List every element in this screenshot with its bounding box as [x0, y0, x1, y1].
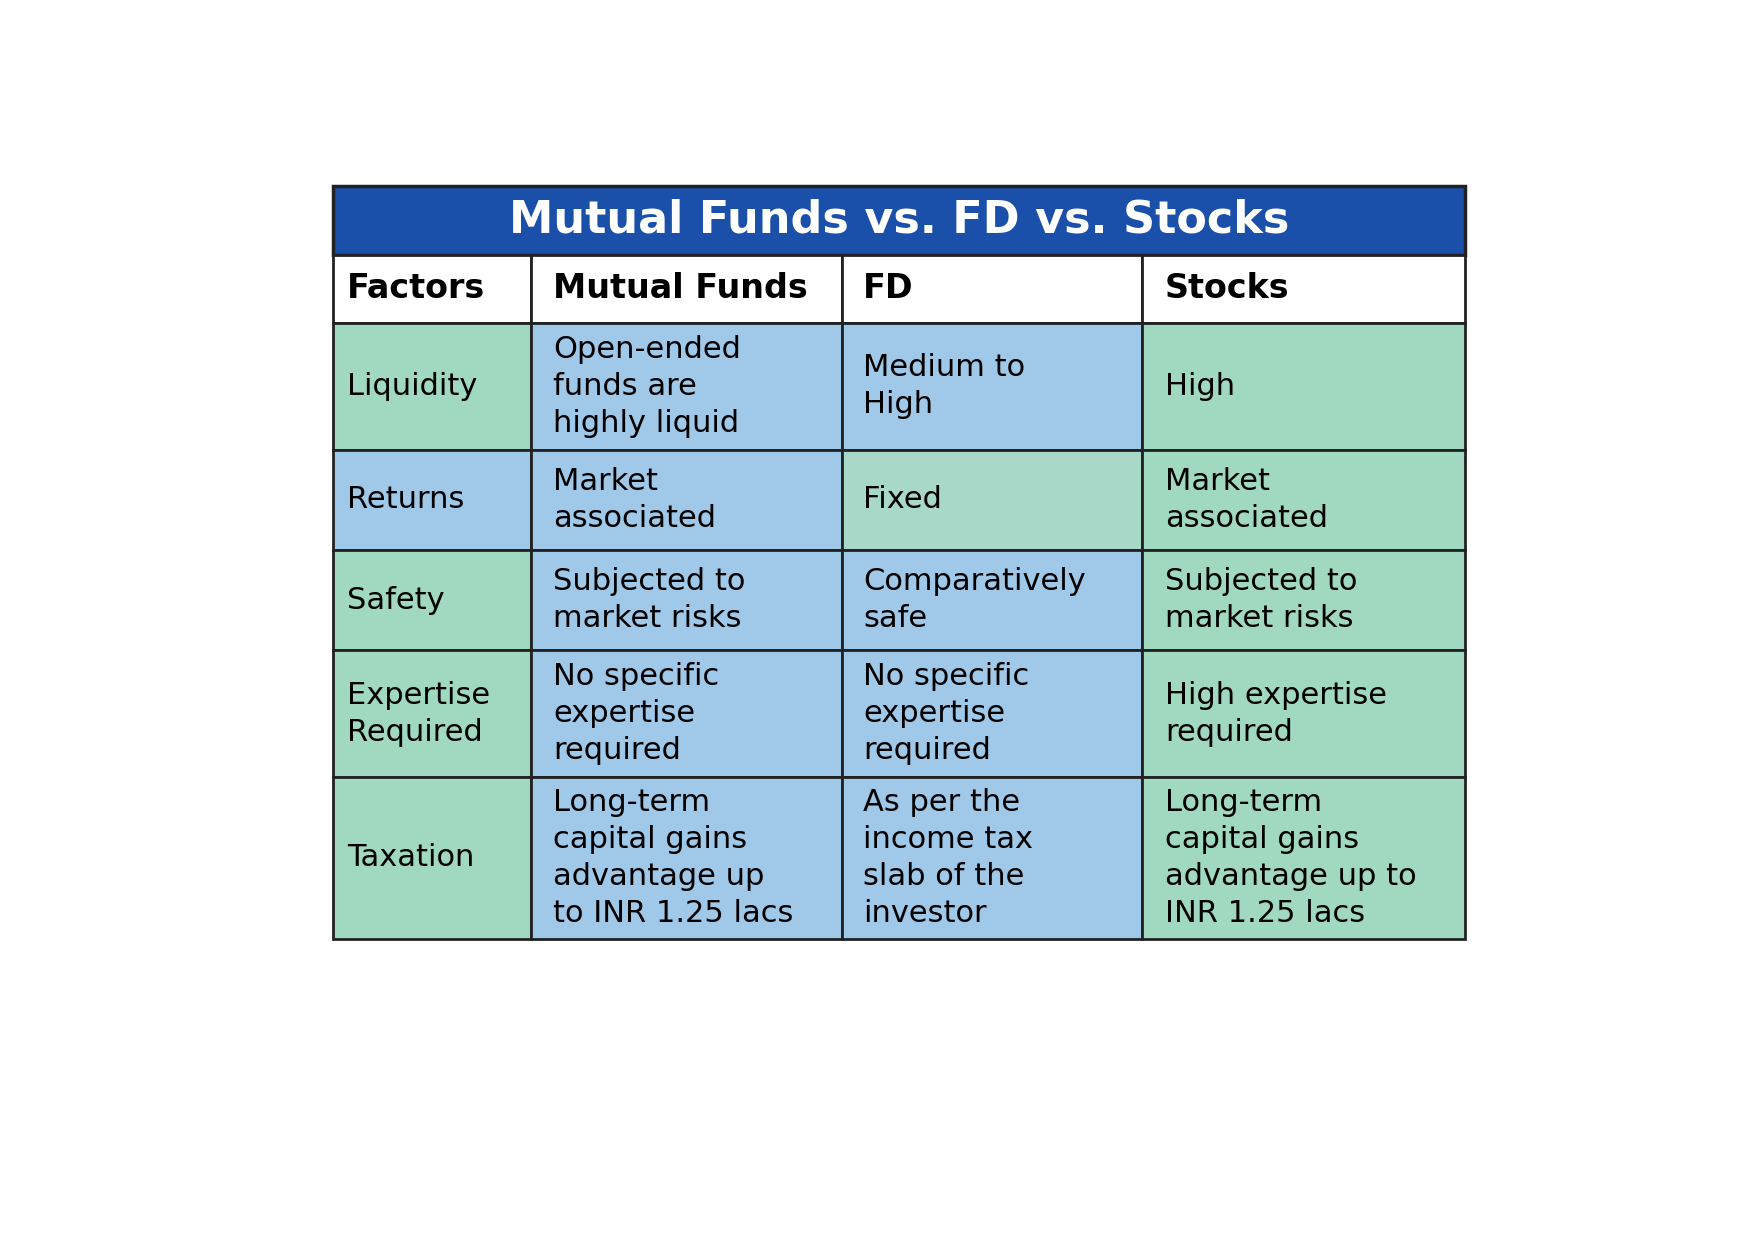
Text: Market
associated: Market associated	[552, 467, 717, 533]
Bar	[843, 322, 1141, 450]
Text: Mutual Funds: Mutual Funds	[552, 273, 808, 305]
Bar	[843, 551, 1141, 650]
Bar	[334, 186, 1465, 255]
Bar	[531, 322, 843, 450]
Bar	[843, 777, 1141, 939]
Text: Factors: Factors	[348, 273, 486, 305]
Text: Subjected to
market risks: Subjected to market risks	[552, 567, 745, 634]
Text: FD: FD	[864, 273, 914, 305]
Bar	[334, 450, 531, 551]
Bar	[334, 255, 531, 322]
Bar	[531, 450, 843, 551]
Bar	[1141, 777, 1465, 939]
Text: Comparatively
safe: Comparatively safe	[864, 567, 1086, 634]
Text: Fixed: Fixed	[864, 485, 942, 515]
Text: Long-term
capital gains
advantage up to
INR 1.25 lacs: Long-term capital gains advantage up to …	[1164, 787, 1416, 928]
Bar	[531, 777, 843, 939]
Text: Long-term
capital gains
advantage up
to INR 1.25 lacs: Long-term capital gains advantage up to …	[552, 787, 794, 928]
Bar	[1141, 551, 1465, 650]
Text: High expertise
required: High expertise required	[1164, 681, 1386, 746]
Text: Market
associated: Market associated	[1164, 467, 1328, 533]
Bar	[531, 255, 843, 322]
Bar	[843, 650, 1141, 777]
Bar	[531, 551, 843, 650]
Text: Subjected to
market risks: Subjected to market risks	[1164, 567, 1356, 634]
Bar	[334, 650, 531, 777]
Text: No specific
expertise
required: No specific expertise required	[864, 662, 1030, 765]
Text: No specific
expertise
required: No specific expertise required	[552, 662, 718, 765]
Bar	[843, 450, 1141, 551]
Text: Expertise
Required: Expertise Required	[348, 681, 489, 746]
Text: Open-ended
funds are
highly liquid: Open-ended funds are highly liquid	[552, 335, 741, 438]
Text: Mutual Funds vs. FD vs. Stocks: Mutual Funds vs. FD vs. Stocks	[509, 198, 1288, 242]
Bar	[334, 551, 531, 650]
Bar	[1141, 450, 1465, 551]
Text: High: High	[1164, 372, 1234, 401]
Text: Liquidity: Liquidity	[348, 372, 477, 401]
Bar	[334, 777, 531, 939]
Text: Taxation: Taxation	[348, 843, 474, 873]
Bar	[843, 255, 1141, 322]
Bar	[1141, 322, 1465, 450]
Bar	[1141, 650, 1465, 777]
Text: Medium to
High: Medium to High	[864, 353, 1026, 419]
Text: Safety: Safety	[348, 585, 444, 615]
Text: Returns: Returns	[348, 485, 465, 515]
Bar	[531, 650, 843, 777]
Text: Stocks: Stocks	[1164, 273, 1290, 305]
Bar	[1141, 255, 1465, 322]
Bar	[334, 322, 531, 450]
Text: As per the
income tax
slab of the
investor: As per the income tax slab of the invest…	[864, 787, 1033, 928]
